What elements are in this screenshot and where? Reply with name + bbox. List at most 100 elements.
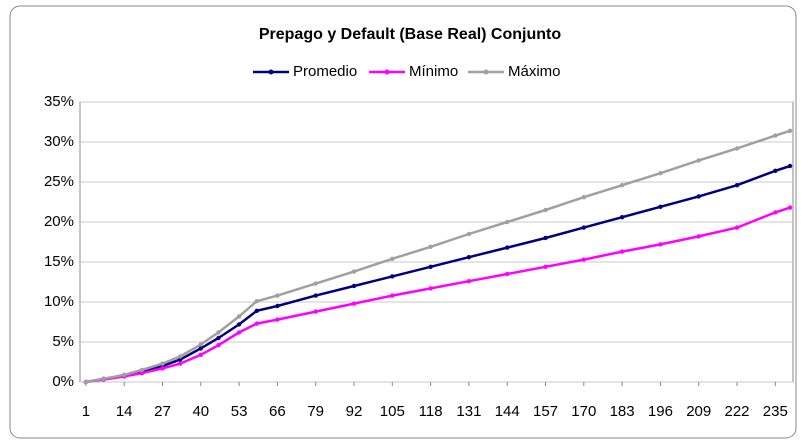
x-tick-label: 66 bbox=[269, 403, 286, 420]
series-marker bbox=[275, 317, 280, 322]
chart-title: Prepago y Default (Base Real) Conjunto bbox=[259, 26, 561, 43]
series-marker bbox=[83, 379, 89, 385]
plot-area bbox=[79, 101, 794, 383]
legend-marker bbox=[483, 69, 489, 75]
series-marker bbox=[505, 245, 510, 250]
series-marker bbox=[351, 269, 357, 274]
x-tick-label: 53 bbox=[231, 403, 248, 420]
series-marker bbox=[773, 210, 778, 215]
x-tick-label: 235 bbox=[763, 403, 788, 420]
series-marker bbox=[658, 204, 663, 209]
series-marker bbox=[160, 366, 165, 371]
x-tick-label: 183 bbox=[610, 403, 635, 420]
y-tick-label: 25% bbox=[44, 173, 74, 190]
series-marker bbox=[390, 256, 395, 261]
series-marker bbox=[734, 183, 740, 188]
series-marker bbox=[543, 207, 548, 213]
x-tick-label: 1 bbox=[82, 403, 90, 420]
x-tick-label: 209 bbox=[686, 403, 711, 420]
series-marker bbox=[658, 171, 663, 176]
series-marker bbox=[428, 286, 433, 291]
series-marker bbox=[390, 293, 395, 298]
series-marker bbox=[696, 158, 701, 163]
legend-marker bbox=[384, 69, 390, 75]
series-marker bbox=[275, 303, 280, 309]
x-tick-label: 118 bbox=[419, 403, 443, 420]
series-marker bbox=[787, 205, 793, 210]
series-marker bbox=[254, 299, 259, 304]
x-tick-label: 157 bbox=[533, 403, 558, 420]
series-marker bbox=[581, 257, 587, 262]
series-marker bbox=[236, 322, 242, 327]
series-marker bbox=[351, 301, 357, 306]
x-tick-label: 27 bbox=[154, 403, 171, 420]
x-tick-label: 79 bbox=[307, 403, 324, 420]
x-tick-label: 144 bbox=[495, 403, 520, 420]
legend-label: Máximo bbox=[508, 63, 561, 80]
series-marker bbox=[160, 361, 165, 366]
legend-label: Promedio bbox=[293, 63, 357, 80]
x-tick-label: 196 bbox=[648, 403, 673, 420]
series-marker bbox=[139, 371, 145, 376]
series-marker bbox=[543, 264, 548, 269]
y-tick-label: 10% bbox=[44, 293, 74, 310]
y-tick-label: 5% bbox=[52, 333, 74, 350]
legend-label: Mínimo bbox=[409, 63, 458, 80]
series-marker bbox=[619, 183, 625, 188]
series-marker bbox=[139, 367, 145, 373]
series-marker bbox=[619, 249, 625, 254]
y-tick-label: 30% bbox=[44, 133, 74, 150]
x-tick-label: 170 bbox=[571, 403, 596, 420]
series-marker bbox=[177, 361, 183, 366]
series-marker bbox=[254, 308, 259, 313]
x-tick-label: 105 bbox=[380, 403, 405, 420]
x-tick-label: 131 bbox=[456, 403, 481, 420]
series-marker bbox=[177, 357, 183, 362]
series-marker bbox=[216, 343, 221, 348]
series-marker bbox=[581, 195, 587, 200]
series-marker bbox=[696, 194, 701, 199]
series-marker bbox=[734, 146, 740, 151]
series-marker bbox=[696, 234, 701, 239]
x-tick-label: 222 bbox=[725, 403, 750, 420]
series-marker bbox=[198, 342, 203, 347]
series-marker bbox=[466, 231, 472, 237]
series-marker bbox=[254, 321, 259, 326]
series-marker bbox=[313, 281, 318, 286]
series-marker bbox=[787, 128, 793, 133]
series-marker bbox=[236, 314, 242, 319]
series-marker bbox=[216, 335, 221, 341]
x-tick-label: 14 bbox=[116, 403, 133, 420]
y-tick-label: 15% bbox=[44, 253, 74, 270]
legend-marker bbox=[268, 69, 274, 75]
x-tick-label: 40 bbox=[192, 403, 209, 420]
series-marker bbox=[658, 242, 663, 247]
series-marker bbox=[505, 219, 510, 225]
series-marker bbox=[505, 271, 510, 277]
series-marker bbox=[619, 215, 625, 220]
series-marker bbox=[543, 235, 548, 241]
series-marker bbox=[275, 293, 280, 298]
y-tick-label: 0% bbox=[52, 373, 74, 390]
x-tick-label: 92 bbox=[346, 403, 363, 420]
series-marker bbox=[101, 376, 106, 381]
series-marker bbox=[773, 133, 778, 138]
series-marker bbox=[351, 283, 357, 289]
y-tick-label: 20% bbox=[44, 213, 74, 230]
series-marker bbox=[787, 163, 793, 169]
series-marker bbox=[390, 274, 395, 279]
series-marker bbox=[734, 225, 740, 230]
series-marker bbox=[466, 279, 472, 284]
series-marker bbox=[198, 352, 203, 357]
series-marker bbox=[216, 330, 221, 335]
series-marker bbox=[428, 264, 433, 269]
series-marker bbox=[313, 309, 318, 314]
series-marker bbox=[236, 330, 242, 335]
series-marker bbox=[121, 372, 127, 377]
series-marker bbox=[773, 168, 778, 173]
series-marker bbox=[177, 354, 183, 359]
series-marker bbox=[466, 255, 472, 260]
series-marker bbox=[198, 346, 203, 351]
y-tick-label: 35% bbox=[44, 93, 74, 110]
